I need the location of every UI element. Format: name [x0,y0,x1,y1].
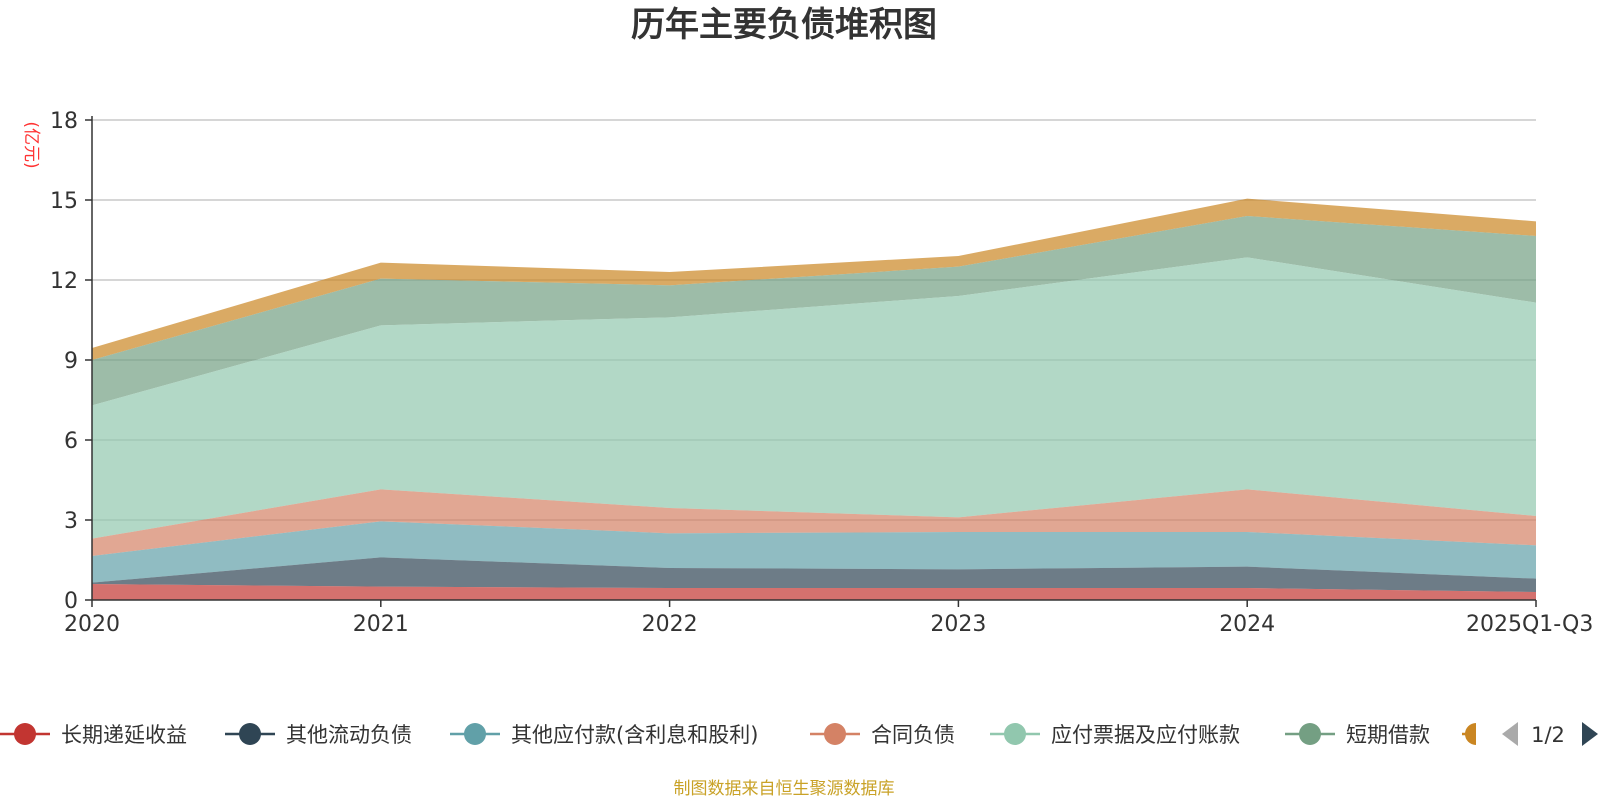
axes: 0 3 6 9 12 15 18 2020 2021 2022 2023 2024 2025Q1-Q3 [50,109,1593,637]
y-tick-label: 12 [50,269,78,294]
legend-item[interactable]: 长期递延收益 [0,723,187,747]
legend-marker [824,723,846,745]
area-应付票据及应付账款[interactable] [92,257,1536,539]
y-tick-label: 9 [64,349,78,374]
x-tick-label: 2024 [1219,612,1275,637]
legend-marker [464,723,486,745]
legend-label: 长期递延收益 [61,723,187,747]
legend: 长期递延收益 其他流动负债 其他应付款(含利息和股利) 合同负债 应付票据及应付账款 短期… [0,722,1598,747]
legend-item[interactable]: 短期借款 [1285,723,1430,747]
data-source-note: 制图数据来自恒生聚源数据库 [674,779,895,799]
y-tick-label: 18 [50,109,78,134]
x-tick-label: 2023 [930,612,986,637]
chart-title: 历年主要负债堆积图 [631,5,937,45]
x-tick-label: 2025Q1-Q3 [1466,612,1593,637]
x-tick-label: 2020 [64,612,120,637]
legend-item[interactable]: 其他应付款(含利息和股利) [450,723,758,747]
legend-marker [1299,723,1321,745]
y-tick-label: 6 [64,429,78,454]
area-其他应付款(含利息和股利)[interactable] [92,521,1536,583]
legend-marker [1004,723,1026,745]
legend-label: 其他应付款(含利息和股利) [511,723,758,747]
legend-label: 其他流动负债 [286,723,412,747]
legend-page-indicator: 1/2 [1531,723,1565,747]
area-合同负债[interactable] [92,489,1536,556]
legend-label: 合同负债 [871,723,955,747]
legend-item[interactable]: 应付票据及应付账款 [990,723,1240,747]
y-tick-label: 0 [64,589,78,614]
legend-item[interactable]: 合同负债 [810,723,955,747]
legend-label: 应付票据及应付账款 [1051,723,1240,747]
area-短期借款[interactable] [92,216,1536,406]
legend-marker [239,723,261,745]
legend-label: 短期借款 [1346,723,1430,747]
legend-item[interactable]: 其他流动负债 [225,723,412,747]
legend-marker [14,723,36,745]
x-tick-label: 2022 [642,612,698,637]
legend-item[interactable] [1462,723,1476,745]
legend-next-page-icon[interactable] [1582,722,1598,746]
y-axis-unit-label: (亿元) [21,121,41,168]
area-长期递延收益[interactable] [92,584,1536,600]
x-tick-label: 2021 [353,612,409,637]
area-series-group [92,198,1536,600]
area-预收款项[interactable] [92,198,1536,360]
y-tick-label: 15 [50,189,78,214]
legend-prev-page-icon[interactable] [1502,722,1518,746]
y-tick-label: 3 [64,509,78,534]
area-其他流动负债[interactable] [92,557,1536,592]
legend-marker [1465,723,1476,745]
